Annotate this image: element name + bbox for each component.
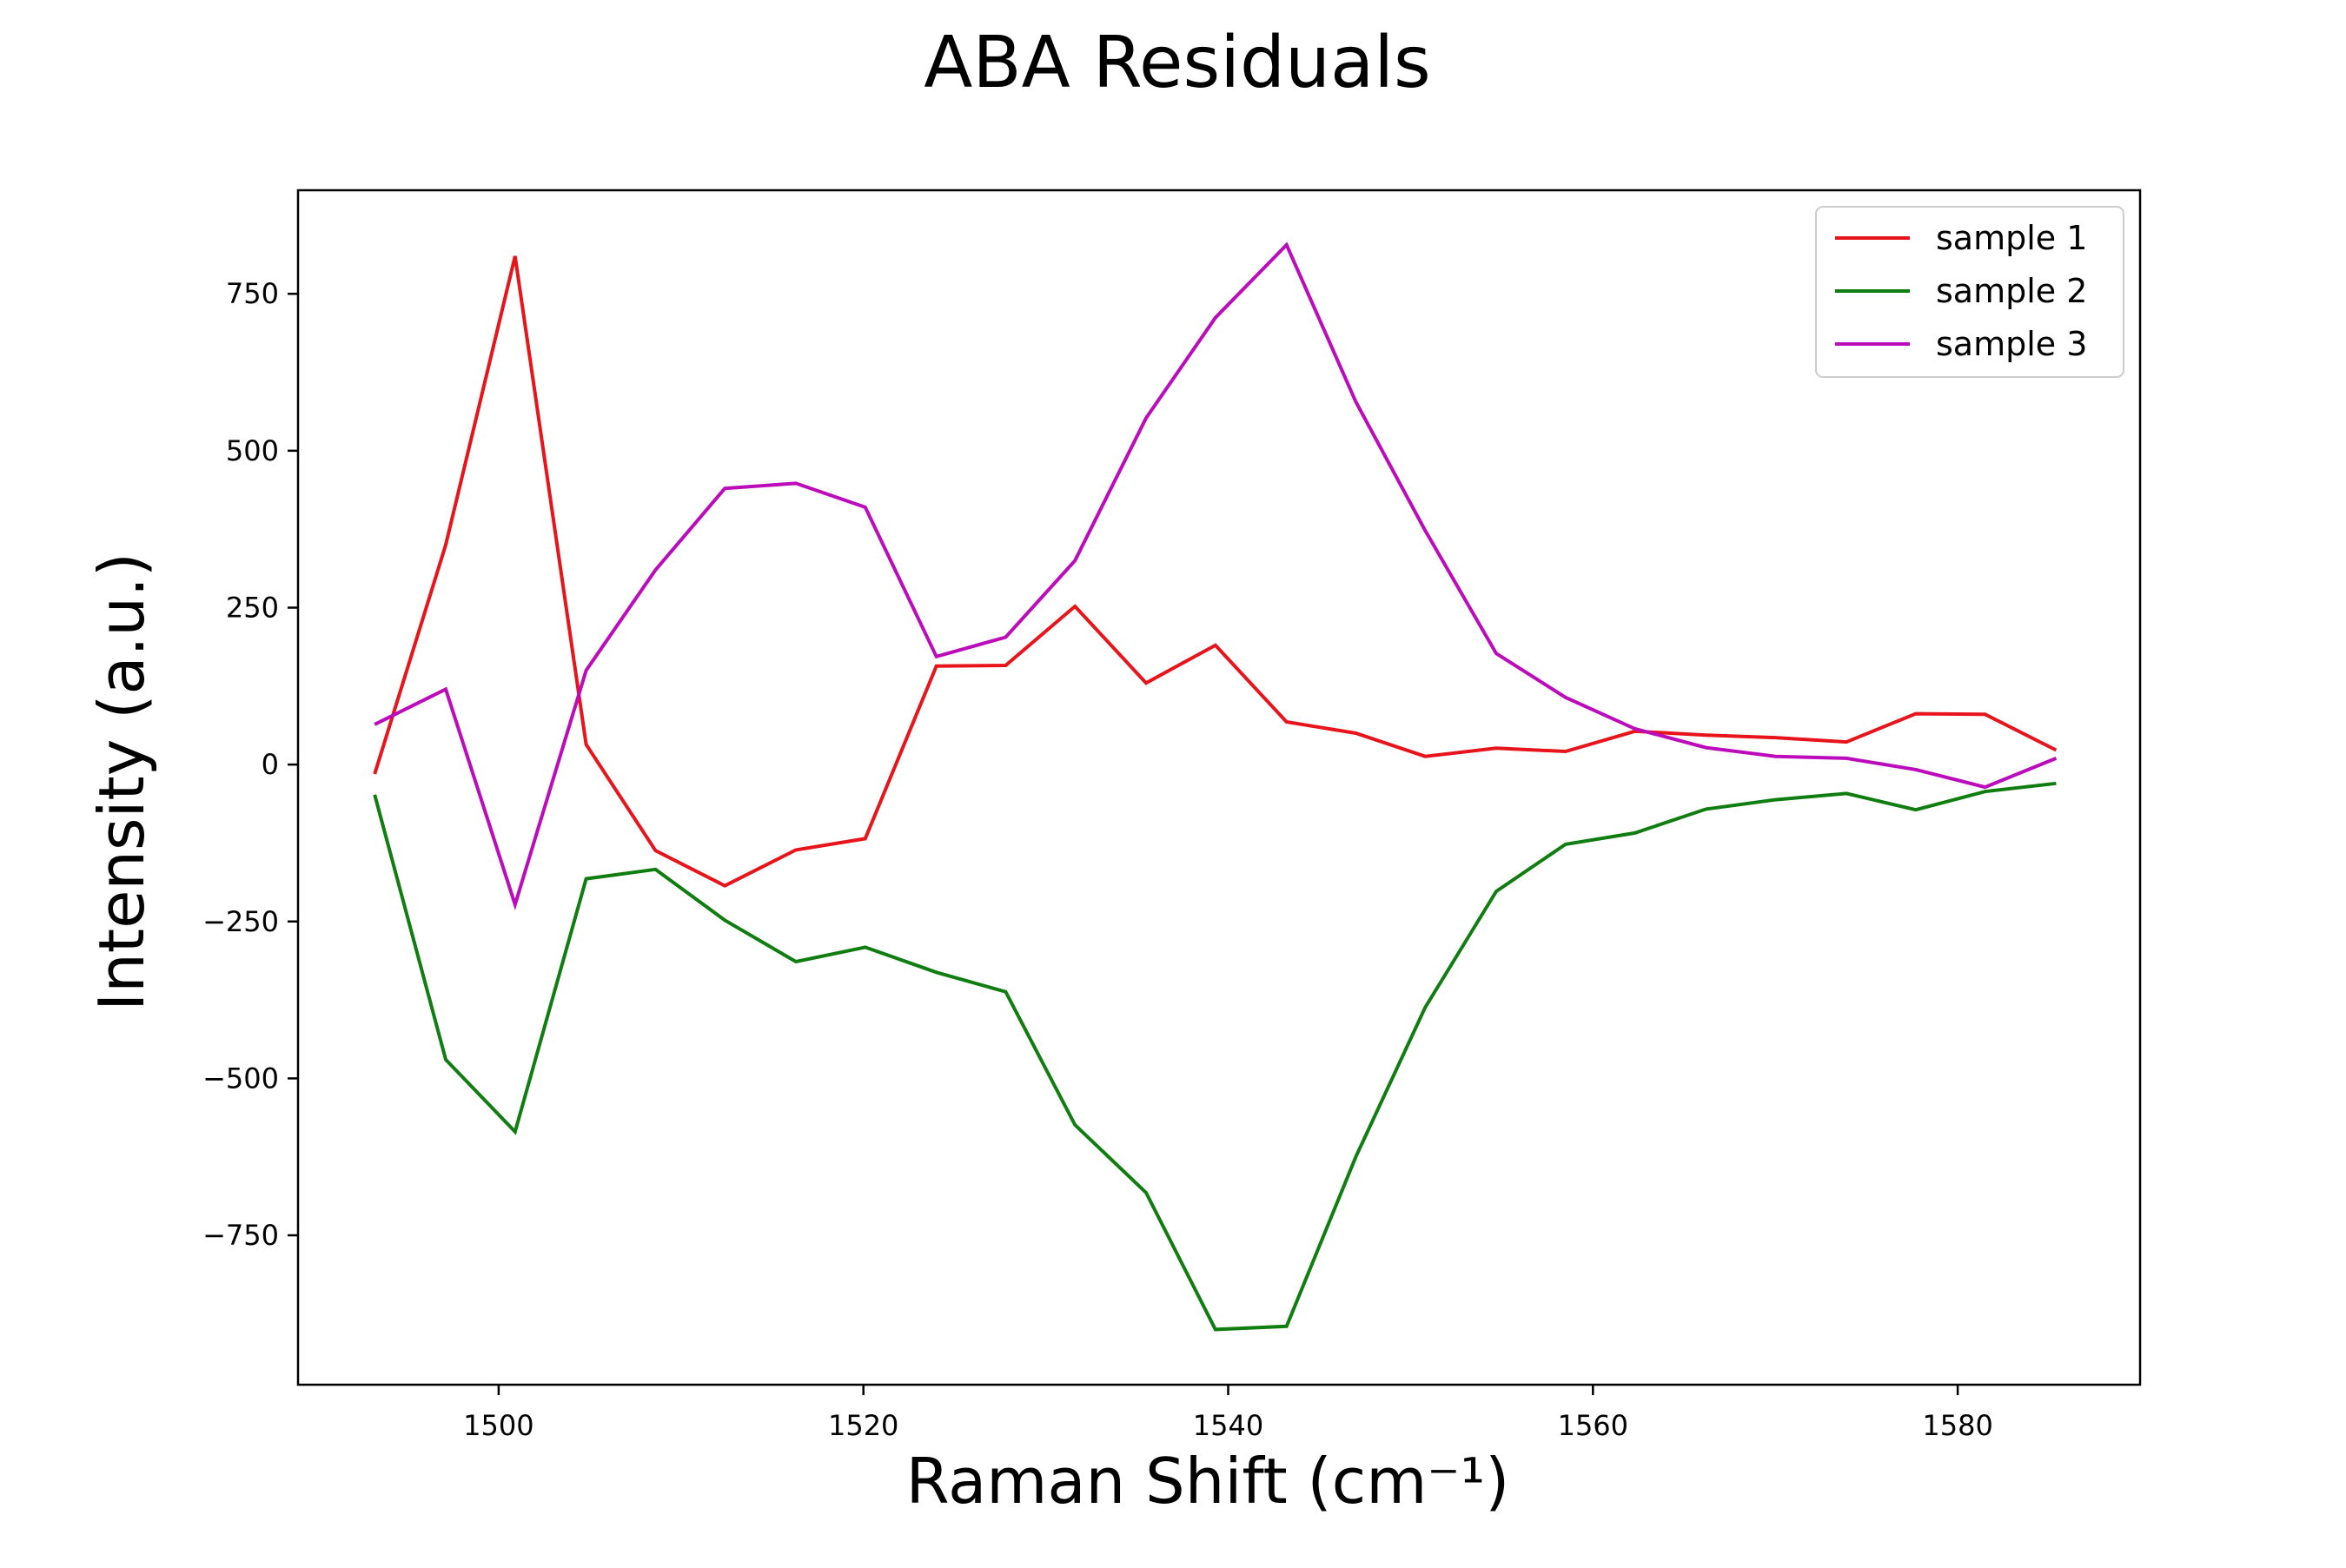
- legend-label: sample 1: [1936, 219, 2087, 257]
- legend-label: sample 2: [1936, 272, 2087, 310]
- legend-label: sample 3: [1936, 325, 2087, 363]
- y-tick-label: 250: [226, 591, 279, 624]
- y-tick-label: 500: [226, 434, 279, 467]
- x-tick-label: 1500: [463, 1409, 533, 1442]
- series-line-sample-1: [373, 255, 2058, 888]
- series-line-sample-3: [374, 241, 2058, 911]
- legend: sample 1 sample 2 sample 3: [1815, 206, 2124, 378]
- y-tick-label: 750: [226, 277, 279, 310]
- legend-box: [1815, 206, 2124, 378]
- series-line-sample-2: [373, 781, 2057, 1332]
- x-axis-label: Raman Shift (cm⁻¹): [906, 1445, 1510, 1518]
- plot-frame: [296, 189, 2142, 1386]
- plot-area: 1500 1520 1540 1560 1580 −750 −500 −250 0 250 500 7…: [202, 241, 2058, 1442]
- chart-title: ABA Residuals: [924, 22, 1431, 104]
- y-tick-label: −750: [202, 1219, 279, 1252]
- x-tick-label: 1580: [1922, 1409, 1992, 1442]
- y-axis-label: Intensity (a.u.): [85, 552, 158, 1011]
- x-tick-label: 1540: [1193, 1409, 1263, 1442]
- x-tick-label: 1560: [1558, 1409, 1628, 1442]
- y-tick-label: 0: [262, 748, 279, 781]
- y-tick-label: −250: [202, 905, 279, 938]
- y-tick-label: −500: [202, 1062, 279, 1095]
- x-tick-label: 1520: [828, 1409, 898, 1442]
